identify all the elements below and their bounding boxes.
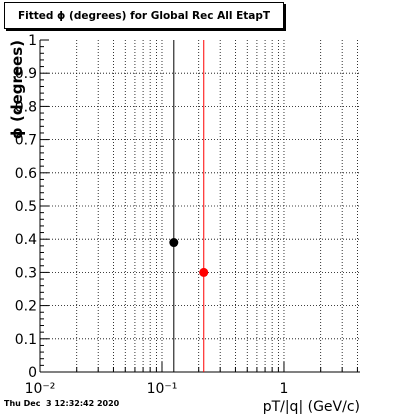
y-tick-label: 1 xyxy=(28,33,37,49)
series-1-point xyxy=(199,267,209,277)
series-0-point xyxy=(169,238,179,248)
y-tick-label: 0.9 xyxy=(15,66,37,82)
y-tick-label: 0.6 xyxy=(15,166,37,182)
y-tick-label: 0.3 xyxy=(15,265,37,281)
y-tick-label: 0.1 xyxy=(15,332,37,348)
y-tick-label: 0.5 xyxy=(15,199,37,215)
y-axis-label: ϕ (degrees) xyxy=(8,40,26,139)
y-tick-label: 0.8 xyxy=(15,99,37,115)
y-tick-label: 0.4 xyxy=(15,232,37,248)
footer-timestamp: Thu Dec 3 12:32:42 2020 xyxy=(4,399,120,408)
chart-title: Fitted ϕ (degrees) for Global Rec All Et… xyxy=(4,2,284,29)
y-tick-label: 0.7 xyxy=(15,133,37,149)
x-tick-label: 10⁻¹ xyxy=(147,381,178,397)
x-axis-label: pT/|q| (GeV/c) xyxy=(263,399,360,414)
x-tick-label: 10⁻² xyxy=(25,381,56,397)
y-tick-label: 0.2 xyxy=(15,299,37,315)
y-tick-label: 0 xyxy=(28,365,37,381)
x-tick-label: 1 xyxy=(280,381,289,397)
